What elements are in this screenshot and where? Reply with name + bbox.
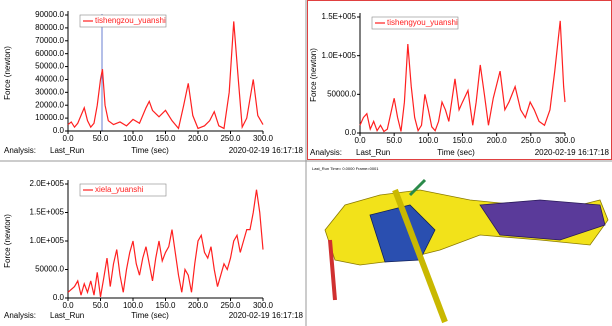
- x-tick-label: 200.0: [188, 134, 209, 143]
- run-name: Last_Run: [50, 146, 84, 155]
- x-tick-label: 100.0: [123, 301, 144, 310]
- x-tick-label: 150.0: [452, 136, 473, 145]
- legend-label: xiela_yuanshi: [95, 185, 144, 194]
- date: 2020-02-19 16:17:18: [535, 148, 610, 157]
- x-tick-label: 0.0: [62, 301, 74, 310]
- x-tick-label: 100.0: [123, 134, 144, 143]
- y-tick-label: 1.0E+005: [30, 236, 65, 245]
- date: 2020-02-19 16:17:18: [229, 311, 304, 320]
- screen: Last_Run Time= 0.0000 Frame=0001 0.0 1000…: [0, 0, 612, 326]
- legend-label: tishengzou_yuanshi: [95, 16, 166, 25]
- x-tick-label: 50.0: [93, 134, 109, 143]
- x-tick-label: 300.0: [555, 136, 576, 145]
- x-axis-title: Time (sec): [131, 146, 169, 155]
- x-tick-label: 50.0: [386, 136, 402, 145]
- x-tick-label: 100.0: [418, 136, 439, 145]
- y-axis-title: Force (newton): [3, 214, 12, 268]
- x-tick-label: 0.0: [354, 136, 366, 145]
- x-tick-label: 150.0: [155, 134, 176, 143]
- y-tick-label: 30000.0: [35, 87, 64, 96]
- x-tick-label: 50.0: [93, 301, 109, 310]
- x-axis-title: Time (sec): [131, 311, 169, 320]
- x-tick-label: 200.0: [487, 136, 508, 145]
- y-axis-title: Force (newton): [3, 46, 12, 100]
- x-tick-label: 300.0: [253, 301, 274, 310]
- y-tick-label: 50000.0: [327, 89, 356, 98]
- y-tick-label: 20000.0: [35, 100, 64, 109]
- analysis-label: Analysis:: [4, 146, 36, 155]
- y-tick-label: 1.5E+005: [322, 12, 357, 21]
- x-tick-label: 250.0: [220, 301, 241, 310]
- x-tick-label: 250.0: [220, 134, 241, 143]
- x-axis-title: Time (sec): [437, 148, 475, 157]
- run-name: Last_Run: [50, 311, 84, 320]
- y-tick-label: 2.0E+005: [30, 179, 65, 188]
- x-tick-label: 200.0: [188, 301, 209, 310]
- y-tick-label: 1.0E+005: [322, 51, 357, 60]
- y-axis-title: Force (newton): [309, 48, 318, 102]
- y-tick-label: 50000.0: [35, 265, 64, 274]
- x-tick-label: 250.0: [521, 136, 542, 145]
- y-tick-label: 80000.0: [35, 23, 64, 32]
- analysis-label: Analysis:: [310, 148, 342, 157]
- x-tick-label: 150.0: [155, 301, 176, 310]
- y-tick-label: 50000.0: [35, 62, 64, 71]
- date: 2020-02-19 16:17:18: [229, 146, 304, 155]
- y-tick-label: 10000.0: [35, 113, 64, 122]
- x-tick-label: 300.0: [253, 134, 274, 143]
- y-tick-label: 70000.0: [35, 36, 64, 45]
- y-tick-label: 1.5E+005: [30, 208, 65, 217]
- analysis-label: Analysis:: [4, 311, 36, 320]
- y-tick-label: 60000.0: [35, 49, 64, 58]
- run-name: Last_Run: [356, 148, 390, 157]
- y-tick-label: 40000.0: [35, 75, 64, 84]
- view-caption: Last_Run Time= 0.0000 Frame=0001: [312, 166, 379, 171]
- x-tick-label: 0.0: [62, 134, 74, 143]
- y-tick-label: 90000.0: [35, 10, 64, 19]
- legend-label: tishengyou_yuanshi: [387, 18, 458, 27]
